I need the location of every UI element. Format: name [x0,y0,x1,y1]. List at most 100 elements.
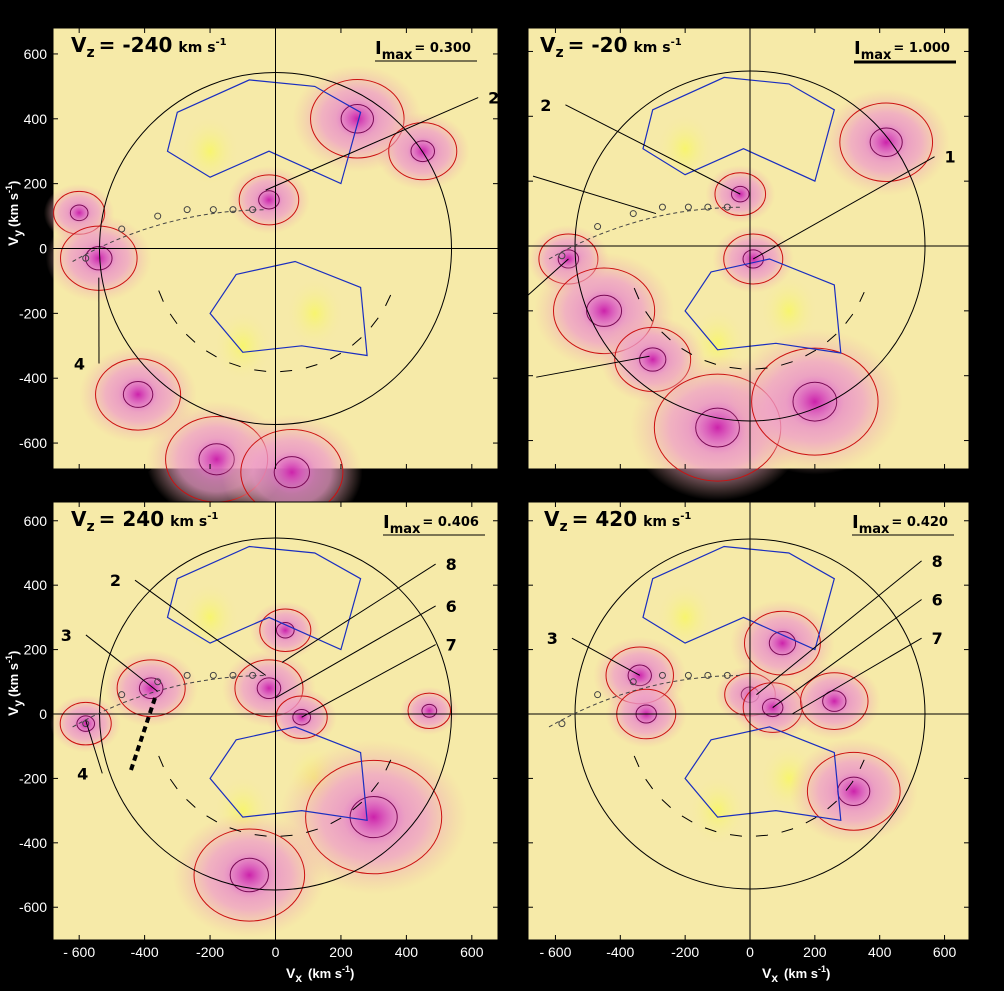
feature-label-5: 5 [511,368,522,387]
red-contour [238,174,300,226]
x-axis-label-right: Vx (km s-1) [762,964,830,985]
red-contour [806,751,901,831]
x-tick-label: 400 [868,944,892,960]
feature-label-4: 4 [77,764,88,783]
axis-ticks [528,28,969,469]
feature-leader-lines: 2 4 5 [74,89,499,510]
y-tick-labels-top: 600 400 200 0 -200 -400 -600 [19,46,47,451]
stream-marker [183,671,191,679]
stream-marker [229,206,237,214]
leader-line [301,644,436,718]
inner-contour [256,677,282,700]
x-tick-label: 600 [933,944,957,960]
panel-vz-minus-240: 2 4 5 Vz = -240 km s-1 Imax = 0.300 [43,27,499,531]
red-contour [751,347,879,456]
imax-label: Imax = 0.406 [383,512,479,537]
x-tick-label: 0 [746,944,754,960]
leader-line [752,156,935,260]
stream-marker [183,206,191,214]
stream-marker [723,203,731,211]
imax-label: Imax = 0.420 [852,512,948,537]
stream-marker [249,206,257,214]
panel-title: Vz = -20 km s-1 [540,33,682,61]
y-axis-label-bottom: Vy(km s-1) [4,651,25,716]
y-tick-labels-bottom: 600 400 200 0 -200 -400 -600 [19,513,47,915]
inner-contour [122,380,154,408]
stream-marker [209,206,217,214]
emission-spots [43,65,470,531]
blue-contour [166,79,362,185]
imax-label: Imax = 1.000 [854,38,950,63]
velocity-limit-circle [99,537,452,891]
x-tick-label: -200 [671,944,699,960]
feature-leader-lines: 2 3 4 6 7 8 [61,555,457,783]
emission-spots [50,581,468,938]
stream-curve [548,206,740,260]
leader-line [565,104,741,195]
stream-curve [548,674,740,728]
x-tick-label: 600 [460,944,484,960]
emission-peak [832,771,876,811]
emission-peak [81,242,117,275]
feature-label-4: 4 [74,354,85,373]
stream-marker [684,671,692,679]
y-tick-label: 400 [24,111,48,127]
inner-contour [421,703,438,718]
feature-label-6: 6 [932,591,943,610]
panel-title: Vz = 240 km s-1 [71,507,218,535]
feature-label-3: 3 [508,167,519,186]
velocity-limit-circle [574,70,926,422]
axis-ticks [528,502,969,940]
stream-marker [118,225,126,233]
emission-peak [635,343,671,376]
y-tick-label: 400 [24,577,48,593]
feature-label-6: 6 [446,597,457,616]
velocity-limit-circle [574,538,926,890]
bright-region [180,115,240,187]
leader-line [536,355,650,378]
y-tick-label: -400 [19,370,47,386]
feature-label-4: 4 [498,290,509,309]
x-tick-label: 400 [395,944,419,960]
emission-peak [785,374,845,429]
feature-label-8: 8 [446,555,457,574]
feature-label-2: 2 [488,89,499,108]
inner-contour [761,698,784,718]
red-contour [407,692,452,729]
emission-peak [764,627,800,660]
x-tick-label: -400 [606,944,634,960]
blue-contour [684,258,842,354]
stream-marker [154,212,162,220]
y-tick-label: 600 [24,513,48,529]
y-tick-label: 200 [24,642,48,658]
blue-contour [209,260,368,357]
stream-marker [82,254,90,262]
feature-leader-lines: 3 6 7 8 [547,552,943,715]
contour-lines [633,545,865,837]
stream-marker [594,223,602,231]
leader-line [101,468,152,501]
leader-line [265,97,479,191]
red-contour [193,828,306,922]
red-contour [388,122,458,181]
red-contour [839,102,934,182]
emission-spots [527,88,951,501]
bright-region [180,581,240,653]
bright-region [285,277,345,350]
inner-contour [85,246,113,271]
inner-contour [258,190,280,210]
red-contour [259,608,312,653]
x-tick-label: 200 [329,944,353,960]
stream-marker [723,671,731,679]
x-tick-label: -400 [131,944,159,960]
stream-marker [249,671,257,679]
leader-line [85,634,159,692]
contour-lines [158,79,392,373]
y-axis-label-top: Vy(km s-1) [4,181,25,246]
inner-contour [731,185,750,203]
x-axis-label-left: Vx (km s-1) [286,964,354,985]
stream-curve [72,209,266,262]
y-tick-label: -200 [19,305,47,321]
stream-marker [229,671,237,679]
inner-contour [275,622,295,639]
